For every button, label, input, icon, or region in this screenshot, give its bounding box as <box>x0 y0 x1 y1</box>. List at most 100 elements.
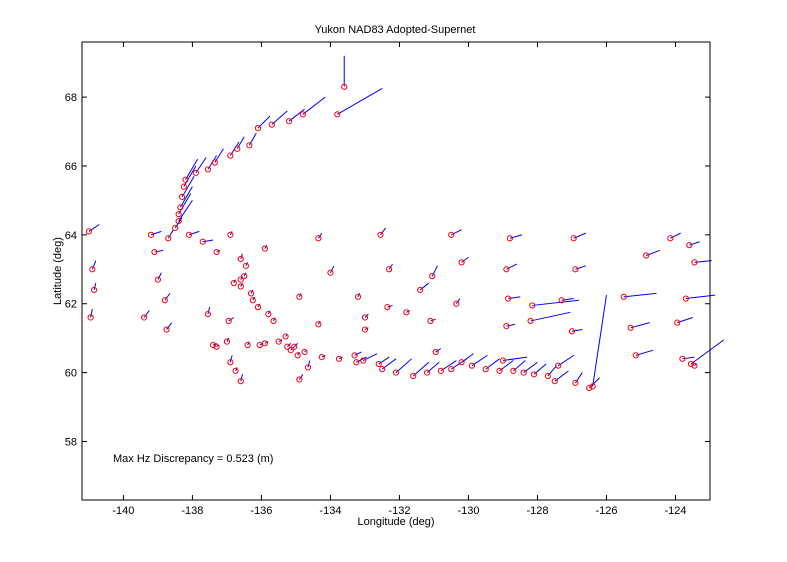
discrepancy-vector <box>183 165 197 187</box>
discrepancy-vector <box>278 339 283 343</box>
discrepancy-vector <box>694 363 697 367</box>
station-marker <box>285 118 293 125</box>
discrepancy-vector <box>530 311 571 322</box>
station-marker <box>510 367 517 374</box>
station-marker <box>335 355 343 362</box>
discrepancy-vector <box>461 256 469 263</box>
station-marker <box>482 366 489 373</box>
station-marker <box>254 124 262 132</box>
station-marker <box>175 217 182 225</box>
discrepancy-vector <box>240 282 243 287</box>
station-marker <box>246 142 253 149</box>
station-marker <box>204 310 212 318</box>
discrepancy-vector <box>506 263 517 270</box>
discrepancy-vector <box>592 295 607 387</box>
discrepancy-vector <box>166 322 173 330</box>
station-marker <box>230 279 237 287</box>
station-marker <box>410 372 417 380</box>
discrepancy-vector <box>216 249 221 253</box>
station-marker <box>417 286 424 294</box>
discrepancy-vector <box>181 176 195 198</box>
station-marker <box>211 159 218 166</box>
discrepancy-vector <box>508 296 521 300</box>
station-marker <box>691 362 698 369</box>
station-marker <box>375 360 382 368</box>
discrepancy-vector <box>298 374 304 380</box>
discrepancy-vector <box>573 232 586 239</box>
y-tick-label: 66 <box>65 161 77 173</box>
station-marker <box>249 297 256 304</box>
station-marker <box>154 276 162 283</box>
station-marker <box>90 286 98 294</box>
station-marker <box>89 266 96 273</box>
station-marker <box>354 293 362 300</box>
station-marker <box>448 231 455 238</box>
station-marker <box>192 169 199 176</box>
station-marker <box>568 328 576 335</box>
vector-layer <box>88 55 725 389</box>
discrepancy-vector <box>682 356 695 360</box>
station-marker <box>667 235 674 242</box>
x-tick-label: -126 <box>595 505 617 517</box>
station-marker <box>503 266 510 273</box>
station-marker <box>213 248 220 256</box>
station-marker <box>558 297 565 304</box>
station-marker <box>296 293 303 300</box>
station-marker <box>227 359 234 366</box>
station-marker <box>315 235 322 242</box>
discrepancy-vector <box>440 360 457 372</box>
discrepancy-vector <box>273 317 276 322</box>
discrepancy-vector <box>509 234 523 239</box>
discrepancy-vector <box>685 294 716 300</box>
station-marker <box>270 317 277 325</box>
discrepancy-vector <box>212 342 217 346</box>
discrepancy-vector <box>178 200 193 222</box>
station-marker <box>341 83 348 90</box>
discrepancy-vector <box>235 367 238 372</box>
discrepancy-vector <box>298 293 302 298</box>
station-marker <box>432 348 439 356</box>
station-marker <box>384 304 391 311</box>
station-marker <box>674 319 681 326</box>
station-marker <box>261 340 268 347</box>
station-marker <box>403 309 410 316</box>
discrepancy-vector <box>431 265 438 277</box>
discrepancy-vector <box>561 298 574 301</box>
discrepancy-vector <box>406 310 411 313</box>
plot-frame <box>81 41 711 501</box>
discrepancy-vector <box>317 232 323 239</box>
discrepancy-vector <box>412 361 430 377</box>
marker-layer <box>85 83 698 392</box>
station-marker <box>448 366 455 373</box>
station-marker <box>237 378 244 385</box>
station-marker <box>182 176 189 183</box>
station-marker <box>458 259 465 266</box>
station-marker <box>223 338 231 345</box>
station-marker <box>555 362 562 369</box>
station-marker <box>242 262 250 269</box>
station-marker <box>175 211 182 218</box>
station-marker <box>234 145 241 152</box>
discrepancy-vector <box>338 356 343 360</box>
discrepancy-vector <box>226 337 230 342</box>
station-marker <box>572 379 579 387</box>
discrepancy-vector <box>157 272 162 280</box>
station-marker <box>453 300 460 307</box>
discrepancy-vector <box>378 356 390 365</box>
station-marker <box>499 357 507 364</box>
x-tick-label: -136 <box>250 505 272 517</box>
discrepancy-vector <box>380 227 387 236</box>
discrepancy-vector <box>195 157 207 174</box>
discrepancy-vector <box>575 372 583 384</box>
x-axis: -140 -138 -136 -134 -132 -130 -128 -126 -124 <box>112 42 687 517</box>
discrepancy-vector <box>571 329 583 332</box>
discrepancy-vector <box>247 341 250 346</box>
y-tick-label: 60 <box>65 368 77 380</box>
station-marker <box>227 152 234 159</box>
discrepancy-vector <box>252 296 255 301</box>
discrepancy-vector <box>506 323 516 327</box>
discrepancy-vector <box>250 289 254 294</box>
station-marker <box>227 231 234 238</box>
x-tick-label: -138 <box>181 505 203 517</box>
